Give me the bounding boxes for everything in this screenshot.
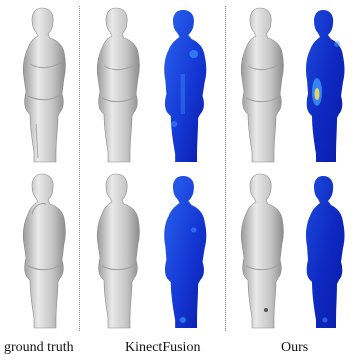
row1-kinectfusion-mesh <box>96 7 140 163</box>
caption-row: ground truth KinectFusion Ours <box>0 340 360 360</box>
row1-ground-truth-mesh <box>22 7 66 163</box>
caption-kinectfusion: KinectFusion <box>125 340 201 355</box>
row2-ours-error-heatmap <box>306 176 345 328</box>
row1-kinectfusion-error-heatmap <box>164 10 207 162</box>
row1-ours-error-heatmap <box>306 10 345 162</box>
caption-ground-truth: ground truth <box>4 340 74 355</box>
divider-right <box>225 6 226 331</box>
row2-ground-truth-mesh <box>22 173 66 329</box>
row2-kinectfusion-error-heatmap <box>164 176 207 328</box>
row2-ours-mesh <box>240 173 284 329</box>
caption-ours: Ours <box>281 340 309 355</box>
divider-left <box>79 6 80 331</box>
figure-grid <box>22 6 345 331</box>
row2-kinectfusion-mesh <box>96 173 140 329</box>
row1-ours-mesh <box>240 7 284 163</box>
